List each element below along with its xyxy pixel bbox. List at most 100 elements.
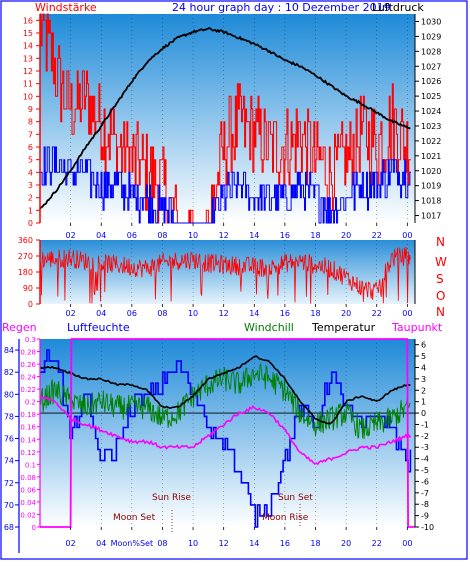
rain-series xyxy=(40,338,415,528)
x-tick-label: 02 xyxy=(66,309,76,318)
wind-direction-series xyxy=(39,247,411,304)
pressure-tick-label: 1017 xyxy=(421,212,441,221)
x-tick-label: 16 xyxy=(280,231,290,240)
humidity-tick-label: 72 xyxy=(4,479,14,488)
direction-tick-label: 90 xyxy=(23,284,33,293)
pressure-tick-label: 1030 xyxy=(421,17,441,26)
temp-tick-label: -3 xyxy=(421,443,429,452)
x-tick-label: 22 xyxy=(372,309,382,318)
wind-average-series xyxy=(40,146,411,224)
temp-tick-label: 1 xyxy=(421,398,426,407)
humidity-tick-label: 80 xyxy=(4,390,14,399)
wind-direction-panel xyxy=(40,240,415,304)
moon-rise-label: Moon Rise xyxy=(262,513,309,523)
temp-tick-label: 0 xyxy=(421,409,426,418)
direction-tick-label: 180 xyxy=(18,268,33,277)
rain-tick-label: 0.1 xyxy=(25,461,36,469)
rain-tick-label: 0.16 xyxy=(20,424,36,432)
wind-gust-series xyxy=(40,13,411,224)
pressure-tick-label: 1029 xyxy=(421,32,441,41)
windchill-label: Windchill xyxy=(244,321,294,334)
wind-tick-label: 1 xyxy=(28,206,33,215)
x-tick-label: 00 xyxy=(402,539,412,548)
rain-tick-label: 0.3 xyxy=(25,336,36,344)
wind-tick-label: 11 xyxy=(23,80,33,89)
x-tick-label: 12 xyxy=(219,231,229,240)
humidity-tick-label: 76 xyxy=(4,435,14,444)
temp-tick-label: -1 xyxy=(421,420,429,429)
x-tick-label: 12 xyxy=(219,539,229,548)
x-tick-label: 04 xyxy=(96,309,106,318)
rain-tick-label: 0 xyxy=(32,524,36,532)
x-tick-label: 12 xyxy=(219,309,229,318)
temp-tick-label: 2 xyxy=(421,386,426,395)
wind-tick-label: 2 xyxy=(28,194,33,203)
wind-tick-label: 16 xyxy=(23,16,33,25)
humidity-tick-label: 78 xyxy=(4,412,14,421)
pressure-tick-label: 1025 xyxy=(421,92,441,101)
x-tick-label: 20 xyxy=(341,231,351,240)
x-tick-label: Moon%Set xyxy=(111,539,154,548)
x-tick-label: 00 xyxy=(402,231,412,240)
x-tick-label: 06 xyxy=(127,231,137,240)
dir-label-o: O xyxy=(436,289,445,303)
x-tick-label: 18 xyxy=(310,539,320,548)
direction-tick-label: 360 xyxy=(18,236,33,245)
x-tick-label: 02 xyxy=(66,539,76,548)
x-tick-label: 10 xyxy=(188,539,198,548)
x-tick-label: 22 xyxy=(372,231,382,240)
rain-tick-label: 0.12 xyxy=(20,449,36,457)
moon-set-label: Moon Set xyxy=(113,513,156,523)
temp-tick-label: 4 xyxy=(421,363,426,372)
temp-tick-label: -7 xyxy=(421,489,429,498)
pressure-tick-label: 1018 xyxy=(421,197,441,206)
x-tick-label: 22 xyxy=(372,539,382,548)
x-tick-label: 14 xyxy=(249,231,259,240)
humidity-tick-label: 70 xyxy=(4,501,14,510)
pressure-tick-label: 1028 xyxy=(421,47,441,56)
temp-tick-label: -5 xyxy=(421,466,429,475)
rain-tick-label: 0.18 xyxy=(20,411,36,419)
dir-label-s: S xyxy=(436,272,444,286)
humidity-tick-label: 84 xyxy=(4,346,14,355)
temp-tick-label: -10 xyxy=(421,523,434,532)
rain-tick-label: 0.22 xyxy=(20,386,36,394)
dir-label-n2: N xyxy=(436,305,445,319)
temp-tick-label: -8 xyxy=(421,500,429,509)
temp-tick-label: -9 xyxy=(421,512,429,521)
x-tick-label: 08 xyxy=(157,539,167,548)
pressure-tick-label: 1020 xyxy=(421,167,441,176)
taupunkt-label: Taupunkt xyxy=(391,321,443,334)
rain-tick-label: 0.04 xyxy=(20,499,36,507)
x-tick-label: 06 xyxy=(127,309,137,318)
wind-tick-label: 13 xyxy=(23,54,33,63)
rain-tick-label: 0.06 xyxy=(20,486,36,494)
x-tick-label: 10 xyxy=(188,309,198,318)
temp-tick-label: 5 xyxy=(421,352,426,361)
wind-tick-label: 0 xyxy=(28,219,33,228)
x-tick-label: 20 xyxy=(341,309,351,318)
pressure-tick-label: 1021 xyxy=(421,152,441,161)
pressure-tick-label: 1023 xyxy=(421,122,441,131)
x-tick-label: 00 xyxy=(402,309,412,318)
x-tick-label: 04 xyxy=(96,231,106,240)
x-tick-label: 18 xyxy=(310,309,320,318)
temp-tick-label: -2 xyxy=(421,432,429,441)
rain-tick-label: 0.24 xyxy=(20,374,36,382)
temperature-series xyxy=(39,355,411,425)
rain-tick-label: 0.26 xyxy=(20,361,36,369)
x-tick-label: 10 xyxy=(188,231,198,240)
graph-title: 24 hour graph day : 10 Dezember 2019 xyxy=(172,1,391,14)
pressure-tick-label: 1024 xyxy=(421,107,441,116)
x-tick-label: 20 xyxy=(341,539,351,548)
wind-tick-label: 10 xyxy=(23,92,33,101)
x-tick-label: 08 xyxy=(157,309,167,318)
dir-label-n1: N xyxy=(436,235,445,249)
wind-tick-label: 9 xyxy=(28,105,33,114)
wind-tick-label: 4 xyxy=(28,168,33,177)
wind-tick-label: 15 xyxy=(23,29,33,38)
direction-tick-label: 270 xyxy=(18,252,33,261)
wind-tick-label: 7 xyxy=(28,130,33,139)
